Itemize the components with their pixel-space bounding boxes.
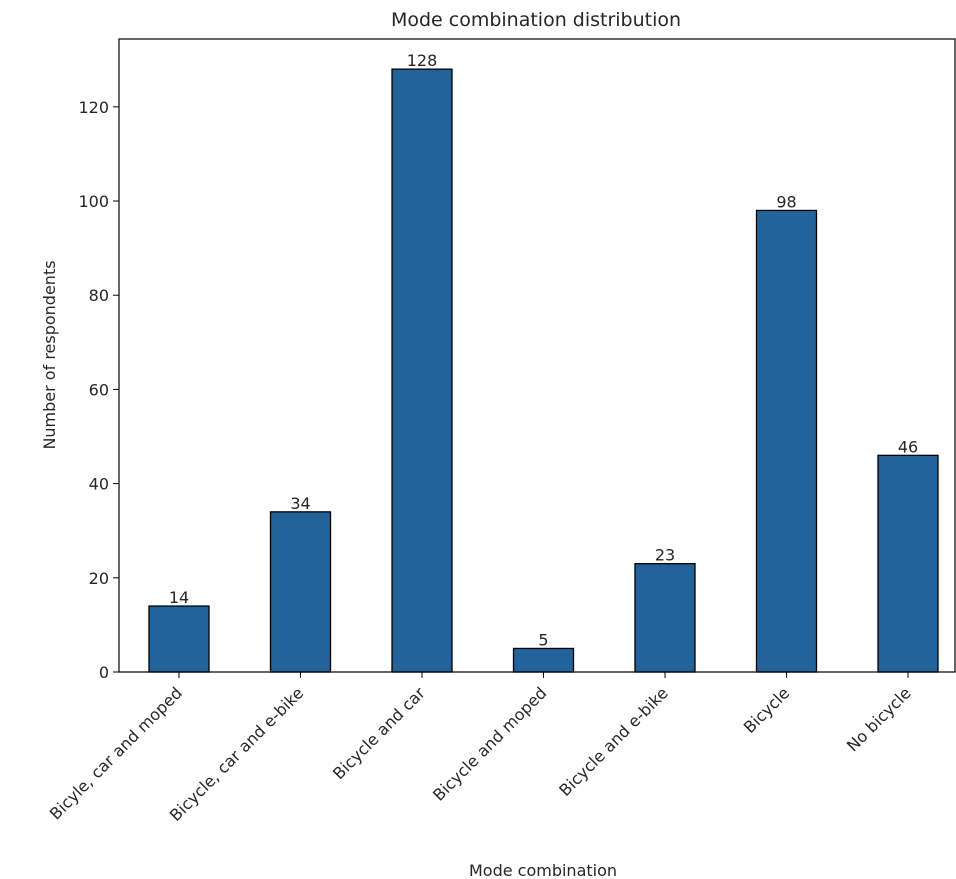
y-tick-label: 40 — [89, 475, 109, 494]
axes-frame — [118, 38, 956, 673]
y-axis-title: Number of respondents — [40, 260, 59, 449]
plot-area: 0 20 40 60 80 100 120 14 Bicyle, car and moped 34… — [46, 38, 956, 825]
bar — [634, 563, 696, 673]
x-tick-label: Bicycle and car — [329, 683, 429, 783]
x-tick-label: Bicycle and moped — [429, 683, 550, 804]
bar — [755, 209, 818, 673]
bar — [269, 511, 332, 673]
x-tick-label: Bicycle and e-bike — [555, 683, 672, 800]
x-tick-label: Bicycle — [740, 683, 794, 737]
bar — [877, 454, 939, 673]
x-tick-label: Bicyle, car and moped — [46, 683, 186, 823]
data-label: 5 — [538, 630, 548, 649]
data-label: 34 — [290, 494, 310, 513]
bar — [512, 647, 575, 673]
x-tick-label: Bicycle, car and e-bike — [166, 683, 308, 825]
y-tick-label: 100 — [78, 192, 109, 211]
y-tick-label: 20 — [89, 569, 109, 588]
y-tick-label: 0 — [99, 663, 109, 682]
data-label: 98 — [776, 192, 796, 211]
y-tick-label: 60 — [89, 380, 109, 399]
data-label: 14 — [169, 588, 189, 607]
data-label: 23 — [655, 546, 675, 565]
data-label: 46 — [898, 437, 918, 456]
data-label: 128 — [407, 51, 438, 70]
x-tick-label: No bicycle — [843, 683, 915, 755]
y-tick-label: 120 — [78, 98, 109, 117]
x-axis-title: Mode combination — [469, 861, 617, 879]
y-tick-label: 80 — [89, 286, 109, 305]
bar — [148, 605, 210, 673]
bar — [391, 68, 453, 673]
chart-title: Mode combination distribution — [391, 9, 681, 31]
